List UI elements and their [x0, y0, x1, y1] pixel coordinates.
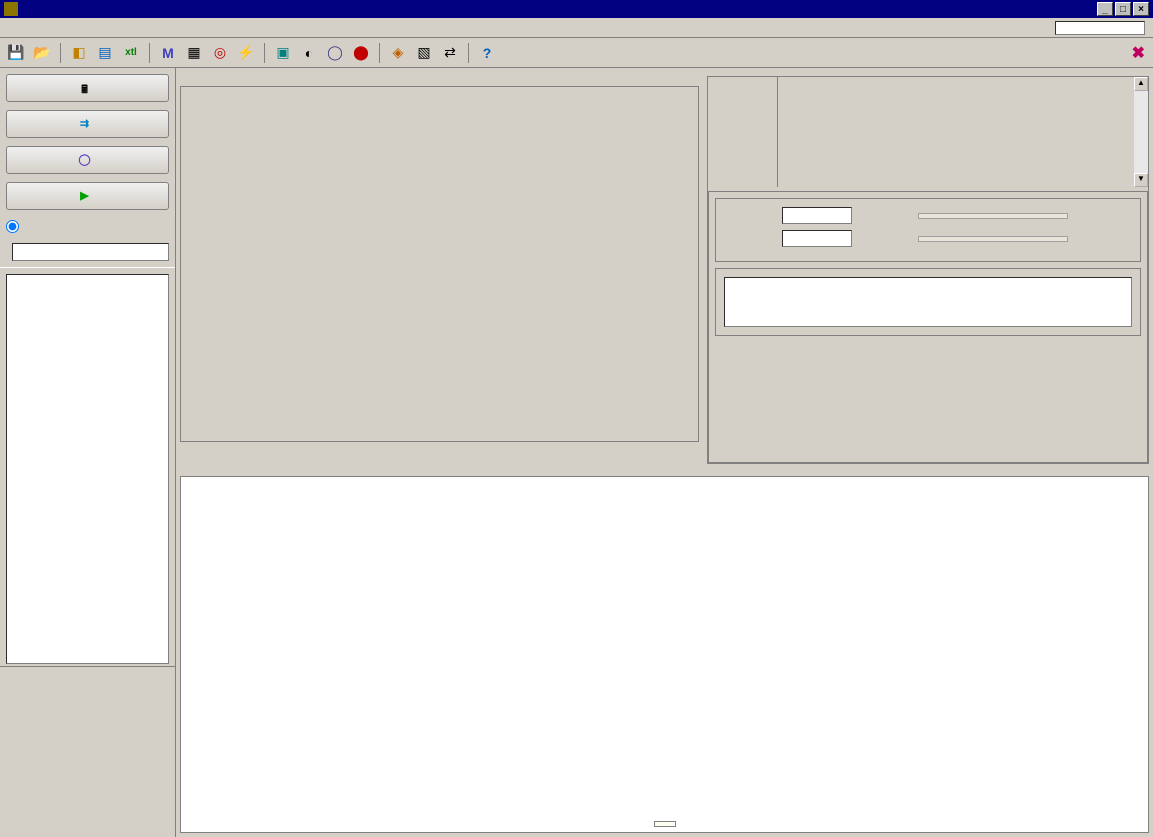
- ambient-label: [187, 93, 692, 97]
- menubar: [0, 18, 1153, 38]
- measurement-id-fieldset: [715, 198, 1141, 262]
- tool-m-icon[interactable]: M: [156, 41, 180, 65]
- menu-help[interactable]: [132, 26, 148, 30]
- filmstack-panel: [176, 68, 703, 468]
- circle-icon: ◯: [78, 153, 92, 167]
- menu-file[interactable]: [4, 26, 20, 30]
- menu-filmstack[interactable]: [20, 26, 36, 30]
- tool-icon-8[interactable]: ◈: [386, 41, 410, 65]
- tool-circle-icon[interactable]: ◯: [323, 41, 347, 65]
- chart-legend: [181, 816, 1148, 832]
- menu-tools[interactable]: [84, 26, 100, 30]
- selected-parameters-panel: ▲▼: [703, 68, 1153, 468]
- left-panel: 🖩 ⇉ ◯ ▶: [0, 68, 176, 837]
- panel-close-icon[interactable]: ✖: [1132, 43, 1145, 63]
- app-icon: [4, 2, 18, 16]
- filmstacks-radio-row[interactable]: [0, 216, 175, 237]
- tool-stop-icon[interactable]: ⬤: [349, 41, 373, 65]
- reflectance-chart: [181, 485, 1148, 816]
- maximize-button[interactable]: □: [1115, 2, 1131, 16]
- menu-configure[interactable]: [100, 26, 116, 30]
- menu-actions[interactable]: [36, 26, 52, 30]
- titlebar: _ □ ×: [0, 0, 1153, 18]
- help-icon[interactable]: ?: [475, 41, 499, 65]
- tool-icon-9[interactable]: ▧: [412, 41, 436, 65]
- comments-fieldset: [715, 268, 1141, 336]
- tool-icon-1[interactable]: ◧: [67, 41, 91, 65]
- tool-target-icon[interactable]: ◎: [208, 41, 232, 65]
- filmstacks-radio[interactable]: [6, 220, 19, 233]
- tool-icon-10[interactable]: ⇄: [438, 41, 462, 65]
- progress-bar: [1055, 21, 1145, 35]
- estimate-button[interactable]: ◯: [6, 146, 169, 174]
- toolbar: 💾 📂 ◧ ▤ xtl M ▦ ◎ ⚡ ▣ ◐ ◯ ⬤ ◈ ▧ ⇄ ? ✖: [0, 38, 1153, 68]
- tool-layers-icon[interactable]: ▦: [182, 41, 206, 65]
- wafer-input[interactable]: [782, 230, 852, 247]
- operator-value: [918, 236, 1068, 242]
- chart-title: [181, 477, 1148, 485]
- menu-online[interactable]: [116, 26, 132, 30]
- open-icon[interactable]: 📂: [30, 41, 54, 65]
- filmstacks-listbox[interactable]: [6, 274, 169, 664]
- name-input[interactable]: [12, 243, 169, 261]
- tool-icon-6[interactable]: ◐: [297, 41, 321, 65]
- tool-lightning-icon[interactable]: ⚡: [234, 41, 258, 65]
- date-value: [918, 213, 1068, 219]
- menu-data[interactable]: [68, 26, 84, 30]
- library-title: [0, 267, 175, 272]
- tool-xtl-icon[interactable]: xtl: [119, 41, 143, 65]
- measured-data-panel: [176, 468, 1153, 837]
- menu-measure[interactable]: [52, 26, 68, 30]
- params-scrollbar[interactable]: ▲▼: [1134, 77, 1148, 187]
- close-button[interactable]: ×: [1133, 2, 1149, 16]
- tool-icon-2[interactable]: ▤: [93, 41, 117, 65]
- parameters-table: [778, 77, 1134, 187]
- simulate-button[interactable]: ⇉: [6, 110, 169, 138]
- simulate-fit-button[interactable]: ▶: [6, 182, 169, 210]
- calculator-icon: 🖩: [78, 81, 92, 95]
- calculate-button[interactable]: 🖩: [6, 74, 169, 102]
- comments-text[interactable]: [724, 277, 1132, 327]
- arrows-icon: ⇉: [78, 117, 92, 131]
- play-icon: ▶: [78, 189, 92, 203]
- minimize-button[interactable]: _: [1097, 2, 1113, 16]
- tool-icon-5[interactable]: ▣: [271, 41, 295, 65]
- lot-input[interactable]: [782, 207, 852, 224]
- save-icon[interactable]: 💾: [4, 41, 28, 65]
